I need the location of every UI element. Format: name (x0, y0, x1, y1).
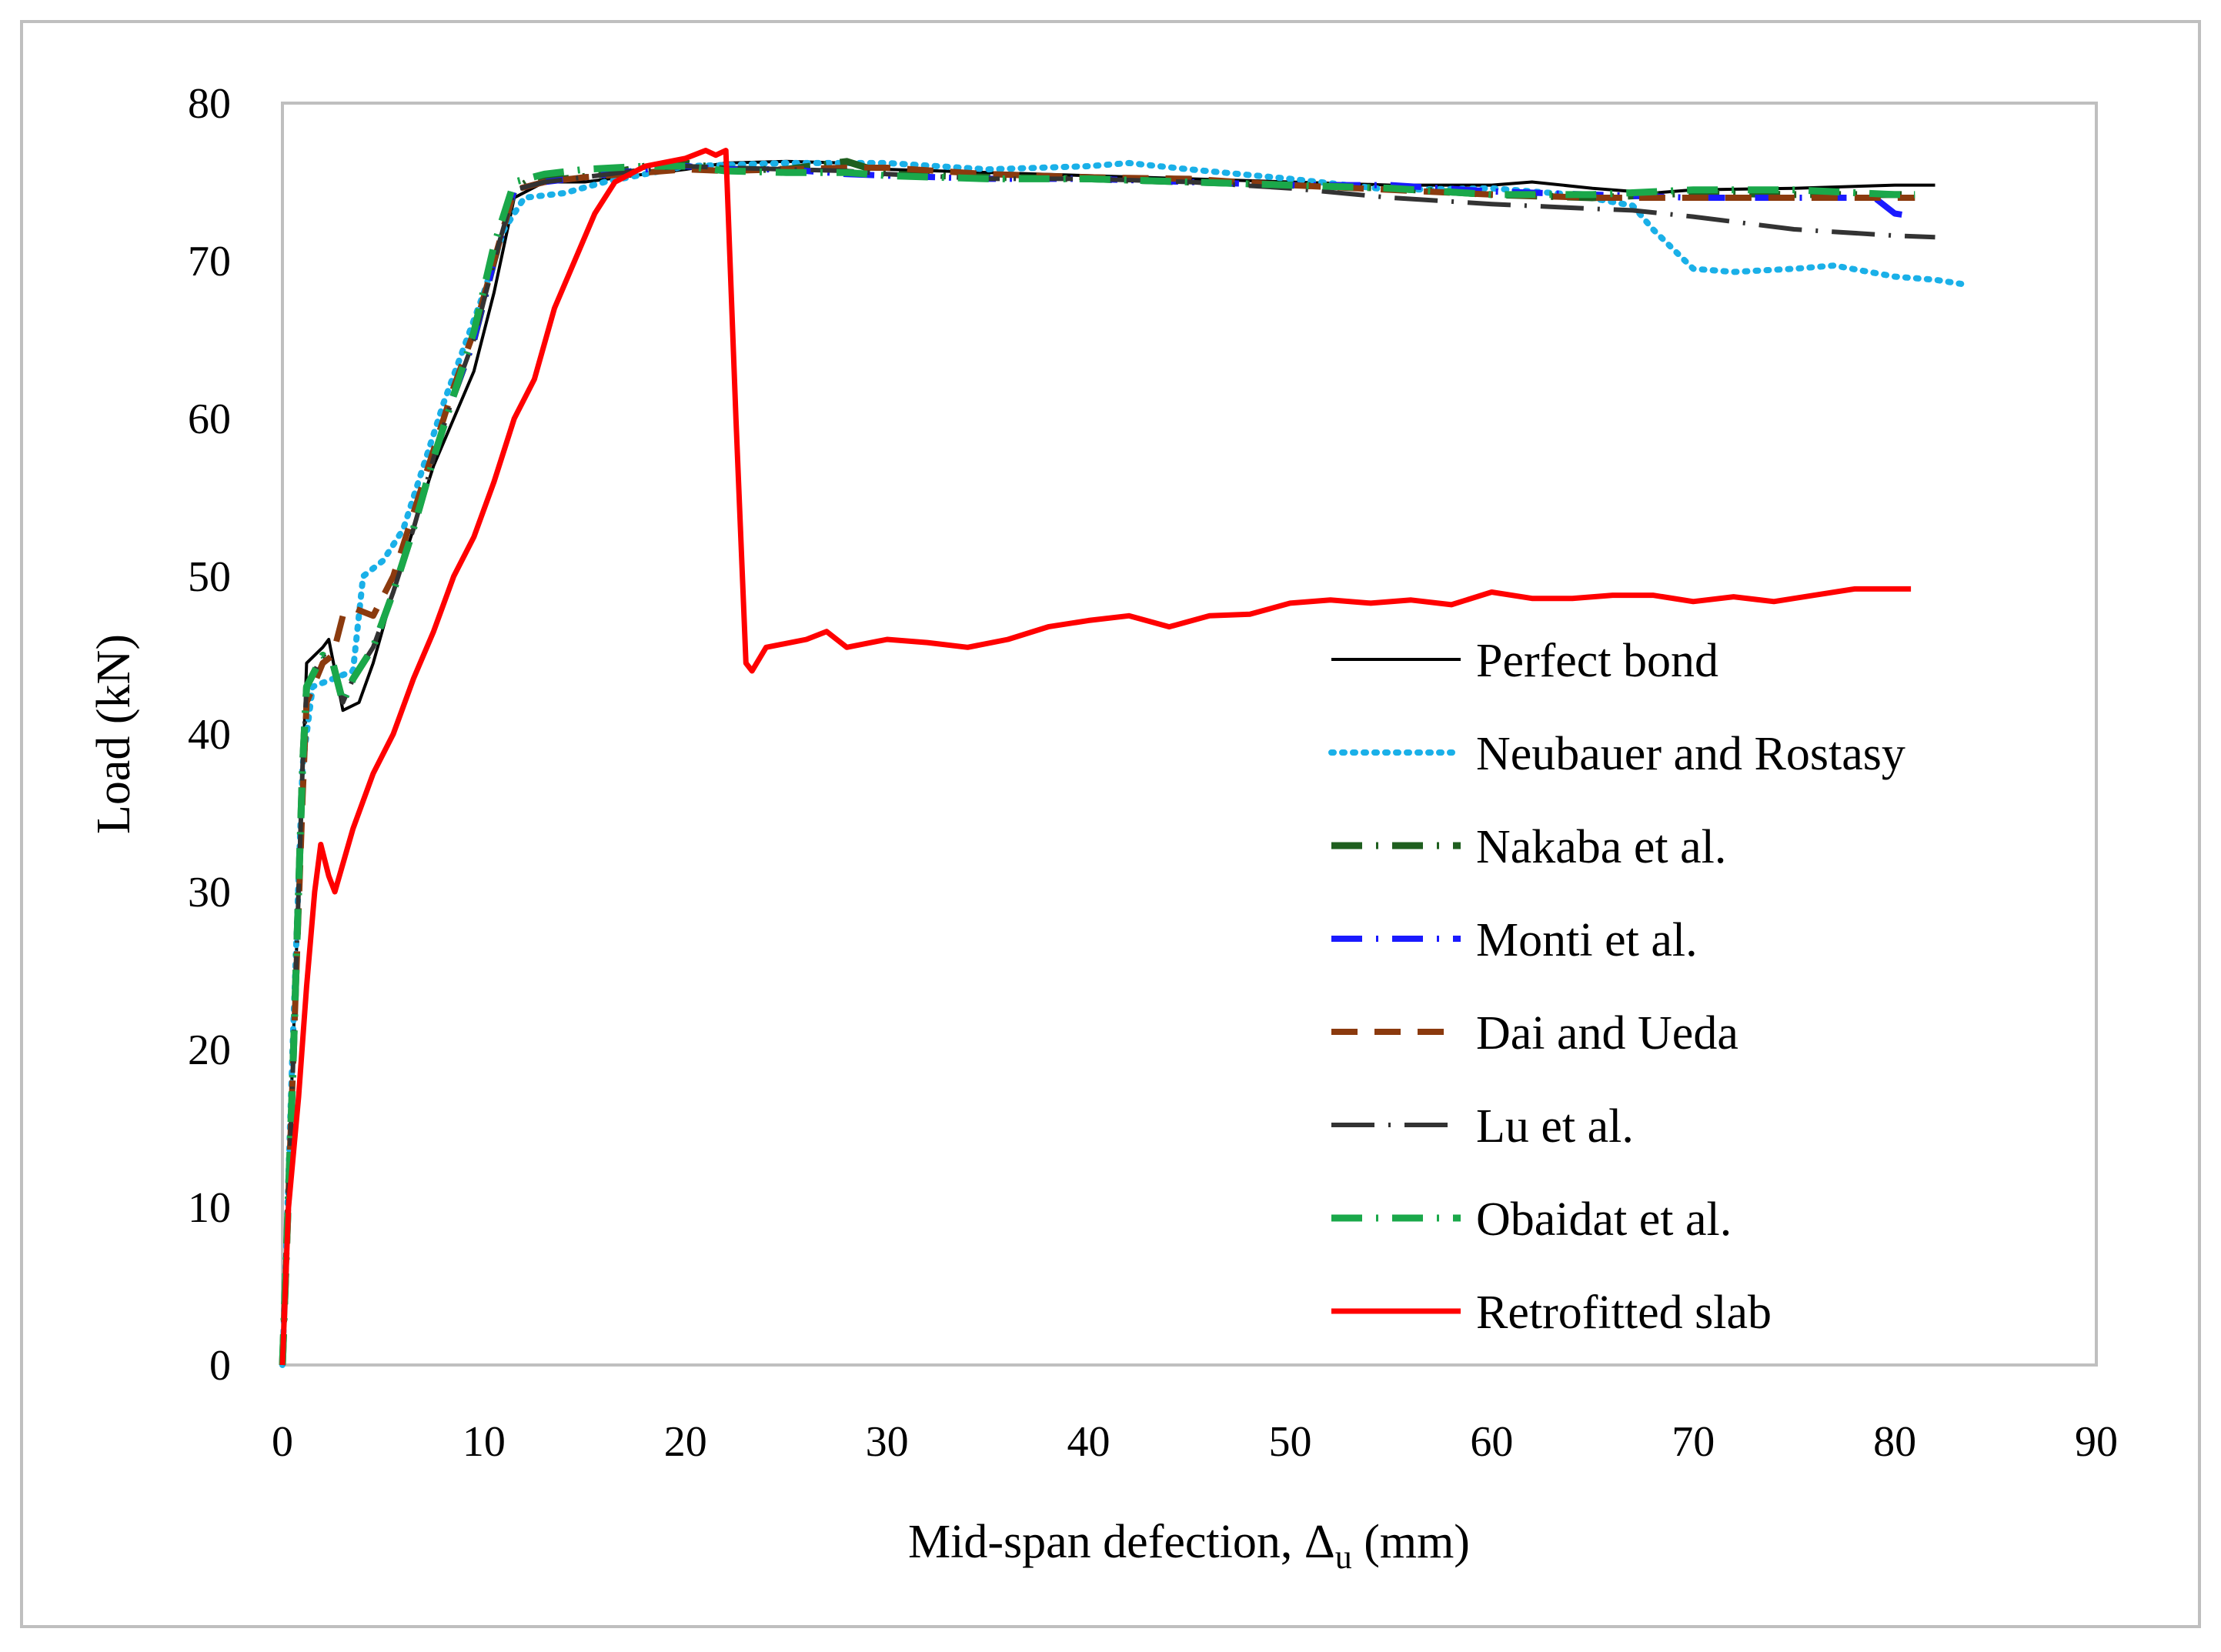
x-tick-label: 0 (272, 1418, 293, 1466)
x-tick-label: 80 (1873, 1418, 1916, 1466)
x-tick-label: 40 (1067, 1418, 1110, 1466)
legend-label-perfect-bond: Perfect bond (1476, 635, 1718, 687)
y-tick-label: 80 (188, 80, 231, 128)
plot-area-border (281, 102, 2098, 1367)
y-tick-label: 0 (209, 1342, 231, 1390)
legend-label-obaidat-et-al: Obaidat et al. (1476, 1193, 1732, 1246)
y-tick-label: 40 (188, 711, 231, 759)
x-axis-title-main: Mid-span defection, Δ (908, 1516, 1335, 1568)
series-line-retrofitted-slab (279, 148, 1912, 1366)
y-tick-label: 50 (188, 553, 231, 601)
legend-label-neubauer-and-rostasy: Neubauer and Rostasy (1476, 728, 1905, 780)
x-tick-label: 50 (1268, 1418, 1311, 1466)
y-axis-ticks: 0 10 20 30 40 50 60 70 80 (188, 80, 231, 1390)
y-tick-label: 70 (188, 238, 231, 285)
x-tick-label: 10 (463, 1418, 506, 1466)
x-tick-label: 90 (2075, 1418, 2118, 1466)
x-tick-label: 20 (664, 1418, 707, 1466)
x-axis-title-unit: (mm) (1352, 1516, 1470, 1568)
x-tick-label: 70 (1672, 1418, 1715, 1466)
legend-label-dai-and-ueda: Dai and Ueda (1476, 1007, 1738, 1060)
x-tick-label: 30 (866, 1418, 909, 1466)
x-tick-label: 60 (1470, 1418, 1513, 1466)
x-axis-ticks: 0 10 20 30 40 50 60 70 80 90 (272, 1418, 2118, 1466)
series-line-obaidat-et-al (279, 162, 1915, 1366)
figure-frame (20, 20, 2201, 1628)
legend-label-retrofitted-slab: Retrofitted slab (1476, 1287, 1772, 1339)
x-axis-title: Mid-span defection, Δu (mm) (908, 1516, 1470, 1576)
series-line-dai-and-ueda (279, 165, 1915, 1366)
series-line-lu-et-al (280, 164, 1935, 1366)
y-tick-label: 30 (188, 869, 231, 916)
series-line-neubauer-and-rostasy (279, 159, 1969, 1368)
legend-label-monti-et-al: Monti et al. (1476, 914, 1698, 966)
y-axis-title: Load (kN) (88, 634, 140, 834)
legend-label-nakaba-et-al: Nakaba et al. (1476, 821, 1726, 873)
legend-label-lu-et-al: Lu et al. (1476, 1100, 1634, 1153)
y-tick-label: 60 (188, 395, 231, 443)
y-tick-label: 10 (188, 1184, 231, 1232)
x-axis-title-subscript: u (1335, 1538, 1352, 1576)
y-tick-label: 20 (188, 1026, 231, 1074)
series-layer (279, 148, 1969, 1368)
legend: Perfect bond Neubauer and Rostasy Nakaba e… (1328, 635, 1905, 1339)
